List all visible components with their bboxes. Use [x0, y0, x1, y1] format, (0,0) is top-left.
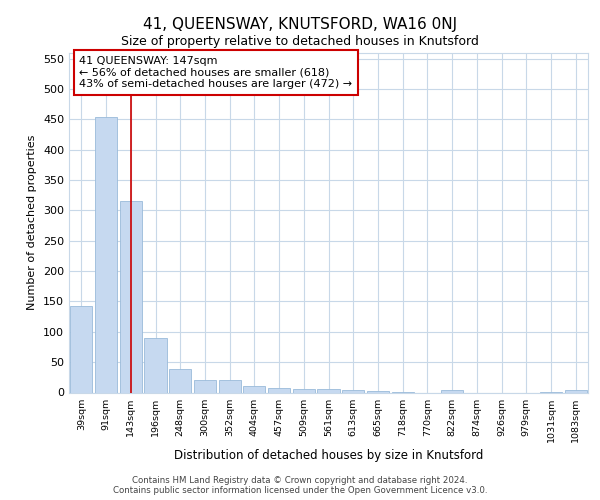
Bar [268, 388, 290, 392]
Bar [194, 380, 216, 392]
Bar [95, 118, 117, 392]
Bar [293, 389, 315, 392]
Bar [119, 201, 142, 392]
Bar [565, 390, 587, 392]
Text: Size of property relative to detached houses in Knutsford: Size of property relative to detached ho… [121, 35, 479, 48]
Bar [218, 380, 241, 392]
Bar [317, 390, 340, 392]
Bar [243, 386, 265, 392]
Bar [70, 306, 92, 392]
Text: 41 QUEENSWAY: 147sqm
← 56% of detached houses are smaller (618)
43% of semi-deta: 41 QUEENSWAY: 147sqm ← 56% of detached h… [79, 56, 353, 89]
Text: 41, QUEENSWAY, KNUTSFORD, WA16 0NJ: 41, QUEENSWAY, KNUTSFORD, WA16 0NJ [143, 18, 457, 32]
Bar [145, 338, 167, 392]
Bar [342, 390, 364, 392]
Y-axis label: Number of detached properties: Number of detached properties [28, 135, 37, 310]
Text: Contains HM Land Registry data © Crown copyright and database right 2024.
Contai: Contains HM Land Registry data © Crown c… [113, 476, 487, 495]
Bar [169, 370, 191, 392]
X-axis label: Distribution of detached houses by size in Knutsford: Distribution of detached houses by size … [174, 448, 483, 462]
Bar [367, 390, 389, 392]
Bar [441, 390, 463, 392]
